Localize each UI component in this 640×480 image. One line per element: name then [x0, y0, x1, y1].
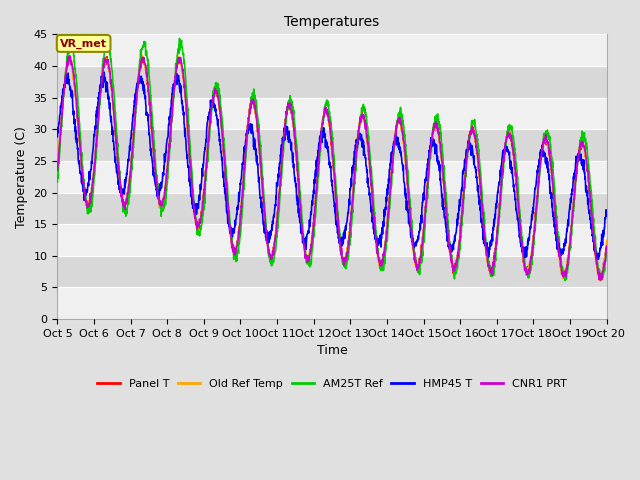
Title: Temperatures: Temperatures: [284, 15, 380, 29]
Bar: [58, 66, 607, 97]
Legend: Panel T, Old Ref Temp, AM25T Ref, HMP45 T, CNR1 PRT: Panel T, Old Ref Temp, AM25T Ref, HMP45 …: [93, 374, 571, 393]
X-axis label: Time: Time: [317, 344, 348, 357]
Bar: [58, 161, 607, 192]
Bar: [58, 35, 607, 66]
Text: VR_met: VR_met: [60, 38, 107, 48]
Bar: [58, 224, 607, 256]
Bar: [58, 288, 607, 319]
Y-axis label: Temperature (C): Temperature (C): [15, 126, 28, 228]
Bar: [58, 97, 607, 129]
Bar: [58, 256, 607, 288]
Bar: [58, 129, 607, 161]
Bar: [58, 192, 607, 224]
